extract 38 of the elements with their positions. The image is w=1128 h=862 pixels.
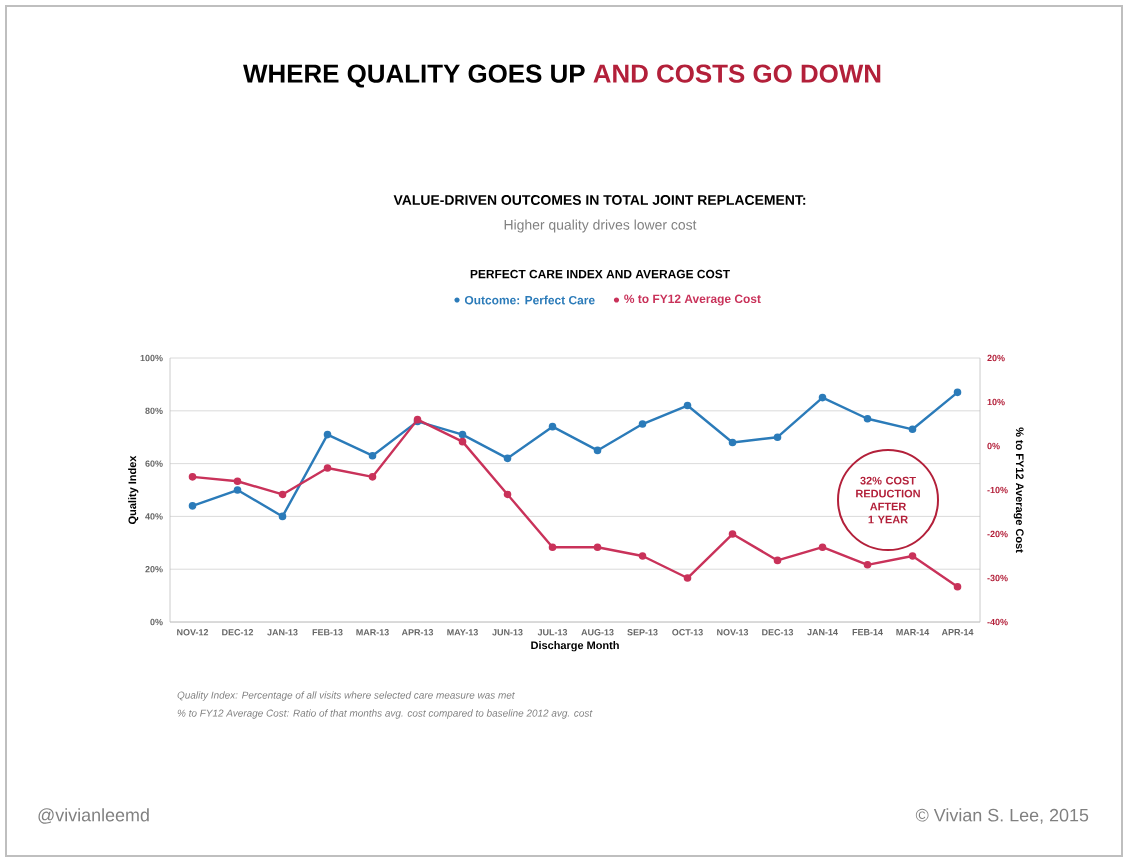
point [908,425,917,434]
point [818,543,827,552]
text: WHERE QUALITY GOES UP [243,64,585,88]
point [188,473,197,481]
point [773,433,782,442]
point [323,430,332,439]
point [728,530,737,538]
text: © Vivian S. Lee, 2015 [915,808,1089,824]
point [233,477,242,486]
point [953,583,962,591]
point [278,490,287,499]
point [548,543,557,552]
point [638,552,647,560]
point [683,574,692,582]
point [503,490,512,499]
point [233,486,242,494]
point [548,422,557,431]
point [323,464,332,472]
point [863,561,872,569]
point [773,556,782,565]
point [503,454,512,463]
point [593,543,602,552]
point [638,420,647,428]
point [278,512,287,521]
point [368,473,377,481]
point [593,446,602,455]
point [458,430,467,439]
point [368,451,377,460]
point [953,388,962,397]
point [188,502,197,510]
point [818,393,827,402]
text: AND COSTS GO DOWN [593,64,881,83]
point [683,401,692,410]
point [458,437,467,446]
text: @vivianleemd [38,808,149,824]
point [908,552,917,560]
point [728,438,737,447]
point [863,414,872,423]
